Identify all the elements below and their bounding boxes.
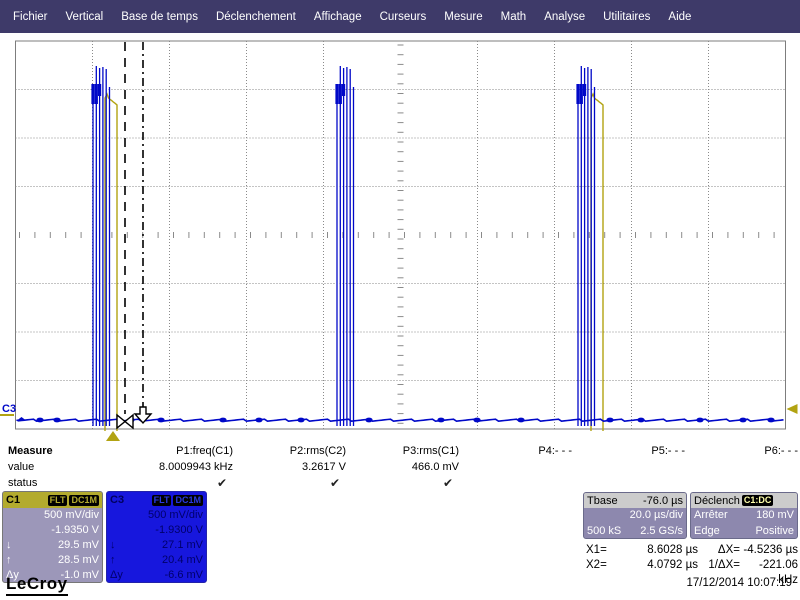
x1-label: X1=	[586, 544, 607, 556]
trigger-source-badge: C1:DC	[741, 495, 774, 506]
channel-c1-header: C1 FLT DC1M	[3, 492, 102, 508]
datetime-stamp: 17/12/2014 10:07:19	[686, 577, 792, 589]
timebase-label: Tbase	[587, 494, 618, 507]
timebase-rate: 2.5 GS/s	[640, 524, 683, 537]
menu-item-curseurs[interactable]: Curseurs	[379, 10, 427, 23]
lecroy-logo: LeCroy	[6, 574, 68, 596]
trigger-time-marker[interactable]	[106, 431, 120, 441]
c1-scale: 500 mV/div	[43, 509, 99, 521]
menu-item-base-de-temps[interactable]: Base de temps	[121, 10, 198, 23]
trigger-descriptor[interactable]: Déclench C1:DC Arrêter 180 mV Edge Positiv…	[690, 492, 798, 539]
menu-item-math[interactable]: Math	[500, 10, 527, 23]
trigger-mode: Arrêter	[694, 509, 728, 521]
measure-value-p1: 8.0009943 kHz	[159, 461, 233, 473]
cursor-x1-marker[interactable]	[116, 413, 134, 430]
dx-value: -4.5236 µs	[743, 544, 798, 556]
channel-c3-descriptor[interactable]: C3 FLT DC1M 500 mV/div -1.9300 V ↓ 27.1 m…	[106, 491, 207, 583]
measure-table: Measure value status P1:freq(C1) 8.000994…	[0, 444, 800, 491]
channel-c1-descriptor[interactable]: C1 FLT DC1M 500 mV/div -1.9350 V ↓ 29.5 m…	[2, 491, 103, 583]
c1-delta-y: -1.0 mV	[60, 569, 99, 581]
c3-offset: -1.9300 V	[155, 524, 203, 536]
menu-bar: Fichier Vertical Base de temps Déclenchemen…	[0, 0, 800, 33]
trigger-level-marker[interactable]	[786, 404, 798, 414]
measure-status-p1: ✔	[216, 476, 227, 490]
channel-c3-label: C3	[110, 494, 125, 506]
c3-coupling-badge: DC1M	[173, 494, 203, 506]
cursor-layer	[116, 42, 153, 430]
timebase-delay: -76.0 µs	[643, 494, 683, 507]
trigger-type: Edge	[694, 524, 720, 537]
x2-label: X2=	[586, 559, 607, 571]
trace-layer	[16, 66, 784, 431]
measure-status-p2: ✔	[329, 476, 340, 490]
c1-ground-marker	[0, 414, 14, 416]
c1-filter-badge: FLT	[47, 494, 68, 506]
status-row-label: status	[8, 477, 38, 489]
cursor-x2-marker[interactable]	[133, 406, 153, 425]
value-row-label: value	[8, 461, 35, 473]
x2-value: 4.0792 µs	[647, 559, 698, 571]
c1-coupling-badge: DC1M	[69, 494, 99, 506]
c1-max: 28.5 mV	[58, 554, 99, 566]
delta-y-icon: Δy	[6, 569, 19, 581]
inv-dx-label: 1/ΔX=	[708, 559, 740, 571]
measure-status-p3: ✔	[442, 476, 453, 490]
graticule	[15, 40, 786, 430]
menu-item-vertical[interactable]: Vertical	[65, 10, 104, 23]
x1-value: 8.6028 µs	[647, 544, 698, 556]
cursor-readout: X1= 8.6028 µs ΔX= -4.5236 µs X2= 4.0792 …	[586, 543, 798, 588]
trigger-label: Déclench	[694, 494, 740, 507]
trigger-slope: Positive	[755, 524, 794, 537]
c1-trace-pulse	[590, 92, 604, 431]
c1-offset: -1.9350 V	[51, 524, 99, 536]
measure-param-p3[interactable]: P3:rms(C1)	[402, 445, 459, 457]
timebase-scale: 20.0 µs/div	[629, 509, 683, 521]
menu-item-aide[interactable]: Aide	[668, 10, 692, 23]
menu-item-utilitaires[interactable]: Utilitaires	[603, 10, 651, 23]
measure-param-p5[interactable]: P5:- - -	[651, 445, 685, 457]
menu-item-mesure[interactable]: Mesure	[444, 10, 483, 23]
trace-label-c3: C3	[2, 403, 16, 415]
measure-param-p2[interactable]: P2:rms(C2)	[289, 445, 346, 457]
min-icon: ↓	[110, 539, 116, 551]
channel-c1-label: C1	[6, 494, 21, 506]
c3-filter-badge: FLT	[151, 494, 172, 506]
measure-value-p2: 3.2617 V	[301, 461, 346, 473]
c1-min: 29.5 mV	[58, 539, 99, 551]
timebase-descriptor[interactable]: Tbase -76.0 µs 20.0 µs/div 500 kS 2.5 GS/…	[583, 492, 687, 539]
delta-y-icon: Δy	[110, 569, 123, 581]
channel-c3-header: C3 FLT DC1M	[107, 492, 206, 508]
inv-dx-value: -221.06 kHz	[758, 559, 798, 586]
measure-param-p1[interactable]: P1:freq(C1)	[176, 445, 233, 457]
measure-value-p3: 466.0 mV	[411, 461, 459, 473]
menu-item-analyse[interactable]: Analyse	[544, 10, 586, 23]
menu-item-affichage[interactable]: Affichage	[313, 10, 362, 23]
c3-max: 20.4 mV	[162, 554, 203, 566]
max-icon: ↑	[110, 554, 116, 566]
measure-param-p6[interactable]: P6:- - -	[764, 445, 798, 457]
max-icon: ↑	[6, 554, 12, 566]
waveform-display: C3	[0, 40, 798, 441]
c3-scale: 500 mV/div	[147, 509, 203, 521]
c3-min: 27.1 mV	[162, 539, 203, 551]
menu-item-déclenchement[interactable]: Déclenchement	[215, 10, 296, 23]
c3-delta-y: -6.6 mV	[164, 569, 203, 581]
trigger-header: Déclench C1:DC	[691, 493, 797, 508]
min-icon: ↓	[6, 539, 12, 551]
timebase-samples: 500 kS	[587, 524, 622, 537]
dx-label: ΔX=	[717, 544, 740, 556]
trigger-level: 180 mV	[756, 509, 794, 521]
menu-item-fichier[interactable]: Fichier	[13, 10, 48, 23]
measure-row-label: Measure	[8, 445, 53, 457]
marker-layer	[0, 404, 798, 441]
timebase-header: Tbase -76.0 µs	[584, 493, 686, 508]
measure-param-p4[interactable]: P4:- - -	[538, 445, 572, 457]
